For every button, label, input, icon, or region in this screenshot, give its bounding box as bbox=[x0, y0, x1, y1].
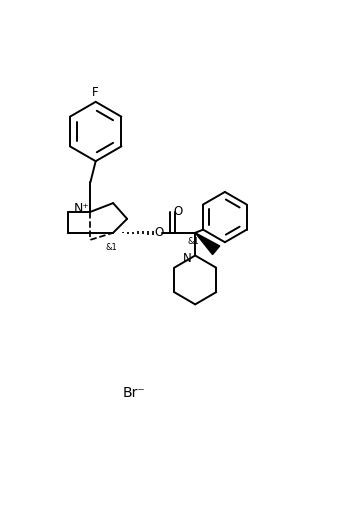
Text: N⁺: N⁺ bbox=[74, 202, 90, 215]
Text: &1: &1 bbox=[188, 236, 199, 245]
Text: Br⁻: Br⁻ bbox=[123, 385, 145, 399]
Text: O: O bbox=[173, 204, 182, 217]
Polygon shape bbox=[195, 233, 220, 255]
Text: F: F bbox=[92, 86, 99, 98]
Text: &1: &1 bbox=[106, 243, 117, 252]
Text: N: N bbox=[182, 251, 191, 264]
Text: O: O bbox=[154, 225, 163, 238]
